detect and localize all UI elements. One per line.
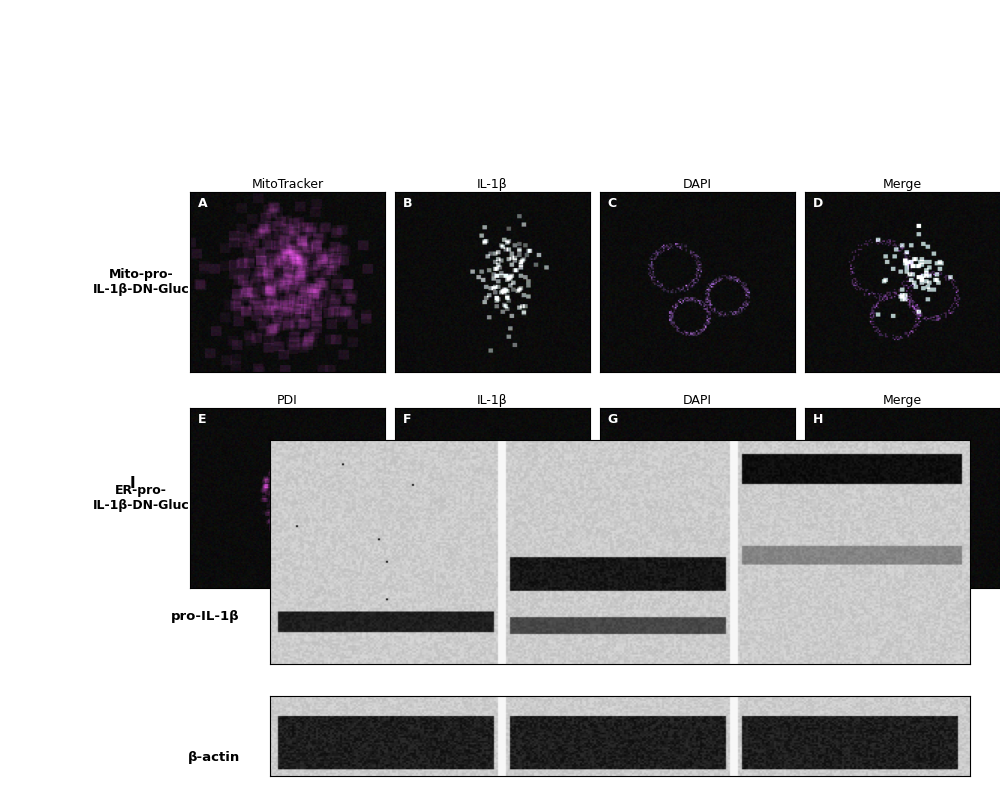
- Text: I: I: [130, 476, 136, 491]
- Title: Merge: Merge: [883, 394, 922, 407]
- Title: DAPI: DAPI: [683, 394, 712, 407]
- Title: PDI: PDI: [277, 394, 298, 407]
- Title: IL-1β: IL-1β: [477, 394, 508, 407]
- Text: pro-IL-1β-
DN-Gluc: pro-IL-1β- DN-Gluc: [347, 458, 413, 486]
- Text: ER-pro-
IL-1β-DN-Gluc: ER-pro- IL-1β-DN-Gluc: [724, 458, 816, 486]
- Text: A: A: [198, 198, 207, 210]
- Title: MitoTracker: MitoTracker: [251, 178, 324, 191]
- Text: Mito-pro-
IL-1β-DN-Gluc: Mito-pro- IL-1β-DN-Gluc: [534, 458, 626, 486]
- Title: IL-1β: IL-1β: [477, 178, 508, 191]
- Text: β-actin: β-actin: [188, 751, 240, 764]
- Text: F: F: [403, 414, 411, 426]
- Text: ER-pro-
IL-1β-DN-Gluc: ER-pro- IL-1β-DN-Gluc: [93, 484, 190, 512]
- Title: DAPI: DAPI: [683, 178, 712, 191]
- Text: E: E: [198, 414, 206, 426]
- Text: Mito-pro-
IL-1β-DN-Gluc: Mito-pro- IL-1β-DN-Gluc: [93, 268, 190, 296]
- Text: pro-IL-1β: pro-IL-1β: [171, 610, 240, 623]
- Text: C: C: [608, 198, 617, 210]
- Title: Merge: Merge: [883, 178, 922, 191]
- Text: G: G: [608, 414, 618, 426]
- Text: D: D: [813, 198, 823, 210]
- Text: B: B: [403, 198, 412, 210]
- Text: H: H: [813, 414, 823, 426]
